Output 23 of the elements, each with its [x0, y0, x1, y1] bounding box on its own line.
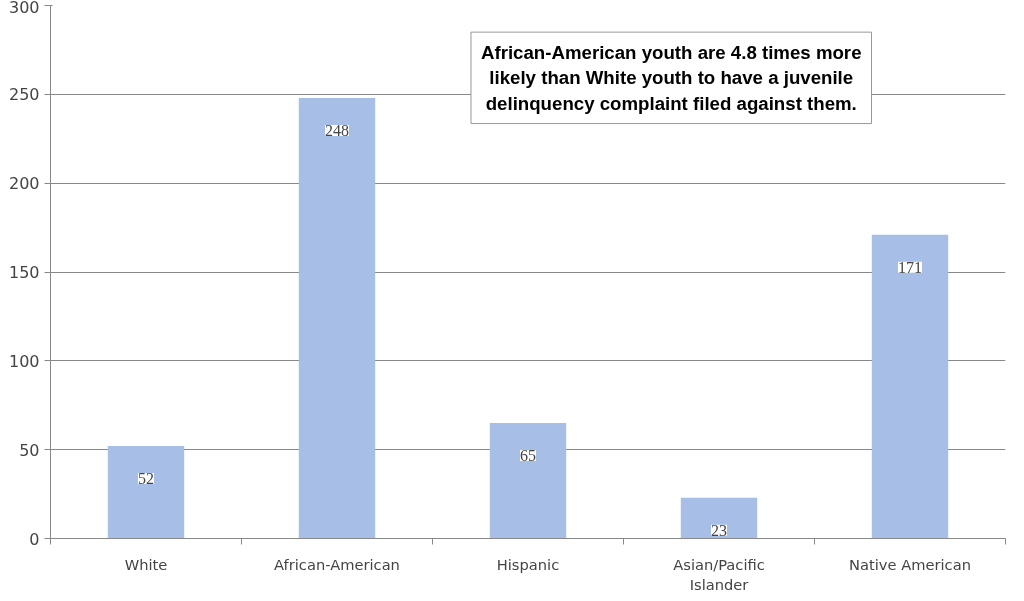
annotation: African-American youth are 4.8 times more likely than White youth to have a juvenile delinquency complaint filed against them.	[480, 42, 862, 114]
x-tick-label: Asian/Pacific Islander	[673, 555, 765, 593]
x-tick-label: Native American	[849, 555, 971, 573]
bar	[489, 423, 567, 539]
data-label: 248	[325, 121, 349, 139]
y-tick-label: 300	[8, 0, 40, 17]
x-tick-label: Hispanic	[496, 555, 560, 573]
x-tick-label: White	[124, 555, 168, 573]
bar	[680, 497, 758, 539]
y-tick-label: 100	[8, 351, 40, 371]
data-label: 23	[711, 521, 727, 539]
bar	[107, 446, 185, 539]
data-label: 52	[138, 470, 154, 488]
data-label: 65	[520, 447, 536, 465]
bar	[298, 97, 376, 539]
y-tick-label: 50	[19, 440, 40, 460]
y-tick-label: 250	[8, 85, 40, 105]
data-label: 171	[898, 258, 922, 276]
x-tick-label: African-American	[274, 555, 400, 573]
y-tick-label: 200	[8, 174, 40, 194]
y-tick-label: 0	[29, 529, 40, 549]
y-tick-label: 150	[8, 263, 40, 282]
bar	[871, 234, 949, 539]
